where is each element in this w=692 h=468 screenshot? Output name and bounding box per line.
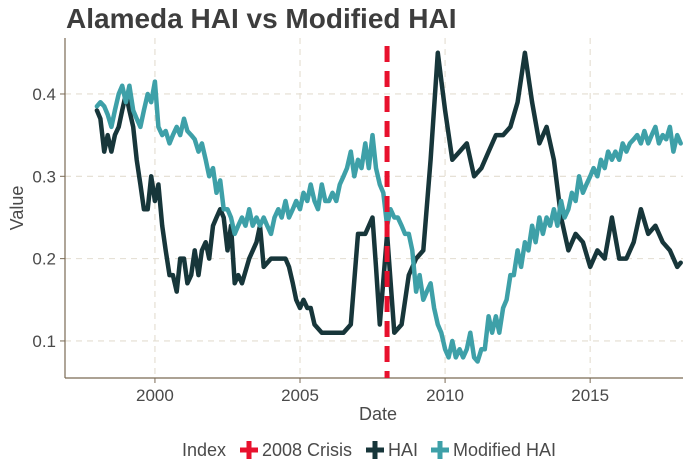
y-axis-title: Value [7, 186, 27, 231]
legend-key-2008-crisis [240, 441, 258, 459]
x-tick-label: 2015 [571, 386, 609, 405]
series-line-modified-hai [94, 79, 683, 364]
y-tick-label: 0.4 [32, 85, 56, 104]
plot-area [94, 46, 683, 378]
series-line-hai [94, 50, 683, 335]
y-tick-label: 0.3 [32, 167, 56, 186]
x-tick-label: 2010 [426, 386, 464, 405]
y-tick-label: 0.1 [32, 332, 56, 351]
legend-title: Index [182, 440, 226, 460]
legend-label: 2008 Crisis [262, 440, 352, 460]
legend-key-hai [366, 441, 384, 459]
y-tick-label: 0.2 [32, 250, 56, 269]
axis-ticks: 2000 2005 2010 2015 0.1 0.2 0.3 0.4 [32, 85, 609, 405]
legend-label: Modified HAI [453, 440, 556, 460]
legend-key-modified-hai [431, 441, 449, 459]
legend: Index 2008 Crisis HAI Modified HAI [182, 440, 556, 460]
legend-label: HAI [388, 440, 418, 460]
x-tick-label: 2005 [281, 386, 319, 405]
x-tick-label: 2000 [136, 386, 174, 405]
x-axis-title: Date [359, 404, 397, 424]
chart-title: Alameda HAI vs Modified HAI [66, 3, 457, 34]
